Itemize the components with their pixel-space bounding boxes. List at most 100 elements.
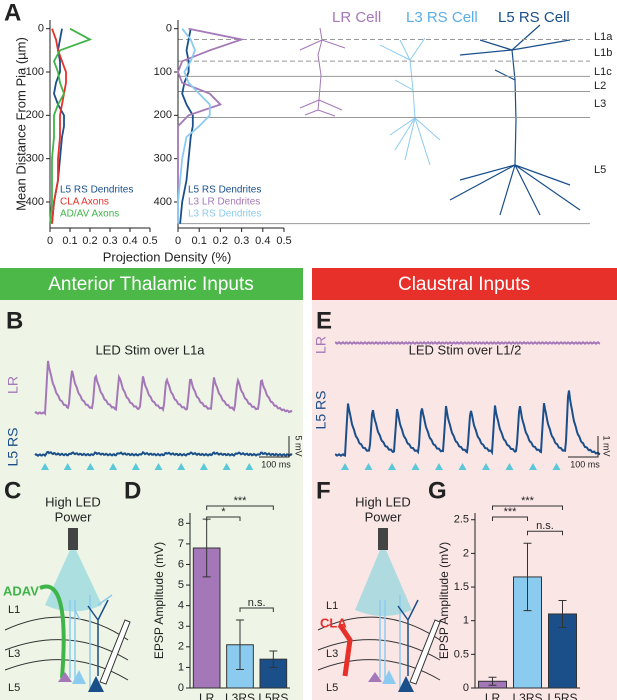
panel-letter: G	[428, 477, 447, 504]
stim-arrow	[177, 463, 186, 470]
panel-letter: F	[316, 477, 331, 504]
stim-label: LED Stim over L1a	[95, 342, 205, 357]
x-tick-label: 0.1	[192, 235, 207, 247]
y-tick-label: 0.5	[454, 648, 469, 660]
error-bar	[269, 650, 278, 668]
x-tick-label: LR	[485, 691, 501, 700]
stim-label: LED Stim over L1/2	[409, 342, 522, 357]
y-tick-label: 5	[178, 579, 184, 591]
x-tick-label: 0.4	[122, 235, 137, 247]
trace-label: L5 RS	[5, 428, 21, 467]
trace-label: L5 RS	[313, 391, 329, 430]
y-tick-label: 400	[154, 196, 172, 208]
y-tick-label: 3	[178, 620, 184, 632]
y-tick-label: 0	[178, 682, 184, 694]
significance-label: n.s.	[536, 520, 554, 532]
layer-label: L2	[594, 80, 606, 92]
stim-arrow	[63, 463, 72, 470]
legend-entry: L3 LR Dendrites	[188, 197, 260, 208]
stim-arrow	[341, 463, 349, 470]
y-tick-label: 2	[178, 641, 184, 653]
significance-bracket	[206, 505, 274, 510]
cartoon-label: Power	[55, 509, 93, 524]
error-bar	[523, 542, 532, 612]
x-axis-label: Projection Density (%)	[103, 249, 232, 264]
panel-letter: A	[4, 0, 21, 26]
stim-arrow	[109, 463, 118, 470]
y-tick-label: 300	[26, 153, 44, 165]
stim-arrow	[482, 463, 490, 470]
legend-entry: L5 RS Dendrites	[188, 185, 261, 196]
layer-label: L3	[594, 98, 606, 110]
significance-bracket	[527, 530, 563, 536]
y-tick-label: 1	[463, 615, 469, 627]
stim-arrow	[131, 463, 140, 470]
cartoon	[4, 528, 131, 692]
x-tick-label: 0.5	[276, 235, 291, 247]
significance-label: ***	[234, 495, 248, 507]
cartoon-label: Power	[365, 509, 403, 524]
trace-label: LR	[5, 376, 21, 394]
x-tick-label: 0.2	[82, 235, 97, 247]
banner-box	[312, 268, 617, 300]
layer-label: L1b	[594, 47, 612, 59]
left-background	[0, 300, 303, 700]
x-tick-label: 0.1	[62, 235, 77, 247]
x-tick-label: L5RS	[258, 691, 288, 700]
banner: Anterior Thalamic Inputs	[48, 274, 254, 295]
y-tick-label: 0	[166, 23, 172, 35]
x-tick-label: 0.5	[142, 235, 157, 247]
y-tick-label: 400	[26, 196, 44, 208]
scale-label: 100 ms	[570, 459, 600, 469]
l5rs-cell-drawing	[449, 24, 581, 216]
banner: Claustral Inputs	[398, 274, 530, 295]
y-axis-label: EPSP Amplitude (mV)	[152, 542, 166, 659]
stim-arrow	[388, 463, 396, 470]
y-tick-label: 100	[154, 66, 172, 78]
scale-bar	[259, 436, 290, 458]
y-tick-label: 300	[154, 153, 172, 165]
legend-entry: AD/AV Axons	[60, 209, 119, 220]
y-tick-label: 6	[178, 558, 184, 570]
y-tick-label: 200	[154, 109, 172, 121]
x-tick-label: LR	[199, 691, 215, 700]
legend-entry: L5 RS Dendrites	[60, 185, 133, 196]
layer-label: L1c	[594, 66, 612, 78]
stim-arrow	[435, 463, 443, 470]
stim-arrow	[529, 463, 537, 470]
stim-arrow	[364, 463, 373, 470]
cell-title: L5 RS Cell	[498, 9, 570, 26]
stim-arrow	[154, 463, 163, 470]
lr-cell-drawing	[299, 27, 346, 117]
scale-label: 5 mV	[294, 435, 304, 456]
scale-bar	[568, 436, 599, 458]
stim-arrow	[41, 463, 49, 470]
cartoon-label: CLA	[320, 615, 347, 630]
stim-arrow	[458, 463, 467, 470]
profile-line	[177, 28, 211, 224]
y-axis-label: Mean Distance From Pia (µm)	[13, 37, 28, 211]
y-tick-label: 0	[38, 23, 44, 35]
significance-label: *	[221, 506, 226, 518]
significance-bracket	[492, 505, 563, 510]
panel-letter: C	[4, 477, 21, 504]
cell-title: L3 RS Cell	[406, 9, 478, 26]
y-tick-label: 200	[26, 109, 44, 121]
stim-arrow	[222, 463, 231, 470]
scale-label: 1 mV	[602, 435, 612, 456]
lr-trace	[34, 360, 293, 416]
y-tick-label: 4	[178, 600, 184, 612]
scale-label: 100 ms	[261, 459, 291, 469]
l5rs-trace	[334, 390, 601, 457]
stim-arrow	[411, 463, 420, 470]
stim-markers	[41, 463, 561, 470]
banner-box	[0, 268, 303, 300]
error-bar	[488, 676, 497, 686]
y-tick-label: 1.5	[454, 581, 469, 593]
x-tick-label: L3RS	[225, 691, 255, 700]
error-bar	[236, 619, 244, 670]
y-tick-label: 2.5	[454, 514, 469, 526]
cartoon	[317, 528, 441, 692]
profile-line	[179, 28, 194, 224]
